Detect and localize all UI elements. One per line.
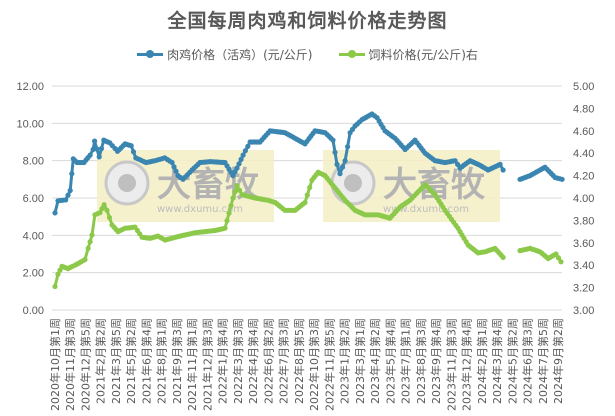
x-tick-label: 2021年6月第4周 — [139, 318, 153, 404]
x-tick-label: 2021年8月第1周 — [155, 318, 169, 404]
x-tick-label: 2020年10月第1周 — [48, 318, 62, 411]
x-tick-label: 2022年6月第2周 — [261, 318, 275, 404]
x-tick-label: 2022年1月第4周 — [216, 318, 230, 404]
y-tick-label: 0.00 — [23, 305, 44, 317]
x-tick-label: 2024年5月第2周 — [505, 318, 519, 404]
x-tick-label: 2023年4月第2周 — [368, 318, 382, 404]
legend-item-feed-price: 饲料价格(元/公斤)右 — [338, 46, 478, 63]
y-tick-label: 4.00 — [23, 230, 44, 242]
y-tick-label: 4.00 — [573, 193, 594, 205]
x-tick-label: 2021年2月第2周 — [94, 318, 108, 404]
legend-item-broiler-price: 肉鸡价格（活鸡）(元/公斤) — [137, 46, 313, 63]
y-tick-label: 10.00 — [16, 118, 44, 130]
y-tick-label: 6.00 — [23, 193, 44, 205]
x-tick-label: 2022年3月第3周 — [231, 318, 245, 404]
watermark-brand: 大畜牧 — [383, 165, 486, 205]
x-tick-label: 2023年5月第4周 — [383, 318, 397, 404]
watermark-url: www.dxumu.com — [157, 204, 243, 215]
x-tick-label: 2022年10月第3周 — [307, 318, 321, 411]
y-tick-label: 5.00 — [573, 81, 594, 93]
y-tick-label: 4.60 — [573, 126, 594, 138]
x-tick-label: 2020年12月第5周 — [78, 318, 92, 411]
x-tick-label: 2022年11月第5周 — [322, 318, 336, 411]
x-tick-label: 2021年12月第3周 — [200, 318, 214, 411]
watermark-url: www.dxumu.com — [383, 204, 469, 215]
line-marker-icon — [338, 50, 365, 58]
y-tick-label: 3.40 — [573, 260, 594, 272]
y-tick-label: 4.80 — [573, 103, 594, 115]
y-axis-left: 0.00 2.00 4.00 6.00 8.00 10.00 12.00 — [16, 81, 44, 317]
x-tick-label: 2023年9月第4周 — [429, 318, 443, 404]
watermark-brand: 大畜牧 — [157, 165, 260, 205]
line-marker-icon — [137, 50, 164, 58]
x-tick-label: 2024年3月第4周 — [490, 318, 504, 404]
x-tick-label: 2024年6月第3周 — [521, 318, 535, 404]
y-tick-label: 3.80 — [573, 215, 594, 227]
x-tick-label: 2022年4月第4周 — [246, 318, 260, 404]
y-tick-label: 12.00 — [16, 81, 44, 93]
y-tick-label: 2.00 — [23, 268, 44, 280]
y-tick-label: 3.00 — [573, 305, 594, 317]
x-tick-label: 2023年1月第2周 — [338, 318, 352, 404]
x-axis: 2020年10月第1周 2020年11月第3周 2020年12月第5周 2021年2月… — [48, 318, 565, 411]
x-tick-label: 2021年5月第2周 — [124, 318, 138, 404]
y-tick-label: 3.20 — [573, 283, 594, 295]
series-lines — [52, 111, 565, 290]
x-tick-label: 2023年8月第3周 — [414, 318, 428, 404]
x-tick-label: 2023年12月第4周 — [460, 318, 474, 411]
x-tick-label: 2024年9月第2周 — [551, 318, 565, 404]
legend-label: 饲料价格(元/公斤)右 — [368, 48, 478, 62]
x-tick-label: 2021年9月第3周 — [170, 318, 184, 404]
x-tick-label: 2021年11月第1周 — [185, 318, 199, 411]
y-tick-label: 8.00 — [23, 156, 44, 168]
x-tick-label: 2024年7月第5周 — [536, 318, 550, 404]
chart-title: 全国每周肉鸡和饲料价格走势图 — [167, 10, 448, 32]
legend: 肉鸡价格（活鸡）(元/公斤) 饲料价格(元/公斤)右 — [0, 46, 615, 63]
x-tick-label: 2023年11月第3周 — [444, 318, 458, 411]
x-tick-label: 2022年7月第3周 — [277, 318, 291, 404]
y-tick-label: 4.40 — [573, 148, 594, 160]
y-tick-label: 4.20 — [573, 171, 594, 183]
x-tick-label: 2022年8月第5周 — [292, 318, 306, 404]
y-axis-right: 3.00 3.20 3.40 3.60 3.80 4.00 4.20 4.40 4.60 4.80… — [573, 81, 594, 317]
x-tick-label: 2023年3月第1周 — [353, 318, 367, 404]
x-tick-label: 2023年7月第1周 — [399, 318, 413, 404]
x-tick-label: 2021年3月第5周 — [109, 318, 123, 404]
x-tick-label: 2020年11月第3周 — [63, 318, 77, 411]
y-tick-label: 3.60 — [573, 238, 594, 250]
legend-label: 肉鸡价格（活鸡）(元/公斤) — [167, 48, 313, 62]
x-tick-label: 2024年2月第1周 — [475, 318, 489, 404]
